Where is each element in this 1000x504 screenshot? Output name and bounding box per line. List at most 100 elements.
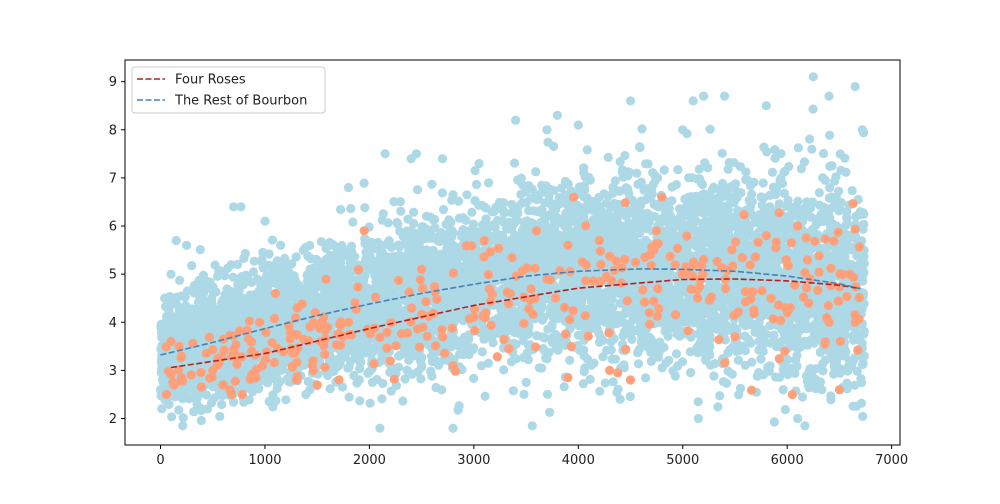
scatter-point-rest <box>167 412 177 422</box>
scatter-point-rest <box>770 145 780 155</box>
scatter-point-rest <box>488 338 498 348</box>
scatter-point-rest <box>471 179 482 190</box>
scatter-point-rest <box>462 190 472 200</box>
scatter-point-rest <box>723 164 733 174</box>
scatter-point-rest <box>402 365 412 375</box>
scatter-point-rest <box>685 347 696 357</box>
scatter-point-rest <box>597 335 607 345</box>
scatter-point-rest <box>793 196 803 206</box>
scatter-point-rest <box>542 389 553 399</box>
scatter-point-rest <box>508 386 518 396</box>
scatter-point-rest <box>758 178 768 188</box>
scatter-point-rest <box>659 342 669 352</box>
scatter-point-rest <box>176 291 186 301</box>
scatter-point-rest <box>513 202 523 212</box>
scatter-point-rest <box>663 331 673 341</box>
scatter-point-rest <box>267 235 277 245</box>
scatter-point-rest <box>814 188 824 198</box>
scatter-point-rest <box>248 267 259 277</box>
scatter-point-rest <box>172 299 182 310</box>
scatter-point-rest <box>344 392 354 402</box>
scatter-point-rest <box>325 384 335 394</box>
scatter-point-rest <box>790 368 800 378</box>
scatter-point-rest <box>686 368 696 378</box>
scatter-point-rest <box>612 387 622 397</box>
scatter-point-rest <box>752 371 762 381</box>
scatter-point-rest <box>545 407 555 417</box>
scatter-point-rest <box>509 158 520 168</box>
scatter-point-rest <box>187 261 197 271</box>
scatter-point-rest <box>639 185 649 195</box>
scatter-point-rest <box>625 391 635 402</box>
scatter-point-rest <box>178 413 188 423</box>
scatter-point-rest <box>802 376 813 386</box>
scatter-point-rest <box>422 211 432 221</box>
scatter-point-rest <box>637 124 647 134</box>
scatter-point-rest <box>336 257 346 267</box>
scatter-point-rest <box>195 245 205 255</box>
scatter-point-rest <box>740 360 750 370</box>
scatter-point-rest <box>703 163 713 173</box>
scatter-point-rest <box>667 196 677 206</box>
scatter-point-rest <box>608 377 618 387</box>
scatter-point-rest <box>573 330 583 340</box>
scatter-point-rest <box>484 178 494 188</box>
scatter-point-rest <box>521 377 531 387</box>
scatter-point-rest <box>470 196 480 206</box>
scatter-point-rest <box>490 222 500 232</box>
scatter-point-rest <box>483 358 493 368</box>
scatter-point-rest <box>850 380 860 390</box>
scatter-point-rest <box>713 402 723 412</box>
scatter-point-rest <box>189 407 199 417</box>
scatter-point-rest <box>615 157 625 167</box>
scatter-point-rest <box>778 365 788 375</box>
scatter-point-rest <box>779 188 790 198</box>
scatter-point-rest <box>777 178 788 189</box>
scatter-point-rest <box>759 142 769 152</box>
scatter-point-rest <box>560 176 571 186</box>
scatter-point-rest <box>476 361 487 371</box>
scatter-point-rest <box>765 321 775 331</box>
scatter-point-rest <box>829 176 840 186</box>
scatter-point-rest <box>559 382 569 392</box>
scatter-point-rest <box>578 379 589 389</box>
scatter-point-rest <box>519 389 529 399</box>
scatter-point-rest <box>797 392 808 402</box>
scatter-point-rest <box>756 192 766 202</box>
scatter-point-rest <box>201 312 211 322</box>
scatter-point-rest <box>717 148 727 158</box>
scatter-point-rest <box>531 167 541 177</box>
scatter-point-rest <box>778 385 788 395</box>
scatter-point-rest <box>793 143 803 153</box>
scatter-point-rest <box>814 200 825 210</box>
scatter-point-rest <box>747 189 757 199</box>
scatter-point-rest <box>847 186 857 196</box>
scatter-point-rest <box>238 280 248 290</box>
scatter-point-rest <box>377 215 387 225</box>
scatter-point-rest <box>437 188 447 198</box>
scatter-point-rest <box>659 165 669 175</box>
scatter-point-rest <box>175 275 185 285</box>
scatter-point-rest <box>360 203 370 213</box>
scatter-point-rest <box>273 380 283 390</box>
scatter-point-rest <box>741 175 751 185</box>
scatter-point-rest <box>556 183 567 193</box>
scatter-point-rest <box>585 374 595 384</box>
scatter-point-rest <box>815 377 826 387</box>
scatter-point-rest <box>453 196 464 206</box>
scatter-point-rest <box>412 185 423 195</box>
scatter-point-rest <box>316 237 326 247</box>
scatter-point-rest <box>825 183 835 193</box>
scatter-point-rest <box>348 217 358 227</box>
scatter-point-rest <box>740 346 750 356</box>
scatter-point-rest <box>733 355 744 365</box>
scatter-point-rest <box>722 378 732 388</box>
scatter-point-rest <box>859 299 869 309</box>
scatter-point-rest <box>807 144 817 154</box>
scatter-point-rest <box>779 167 789 177</box>
scatter-point-rest <box>430 223 440 233</box>
scatter-point-rest <box>228 272 238 282</box>
scatter-point-rest <box>174 405 184 415</box>
scatter-point-rest <box>396 206 406 216</box>
